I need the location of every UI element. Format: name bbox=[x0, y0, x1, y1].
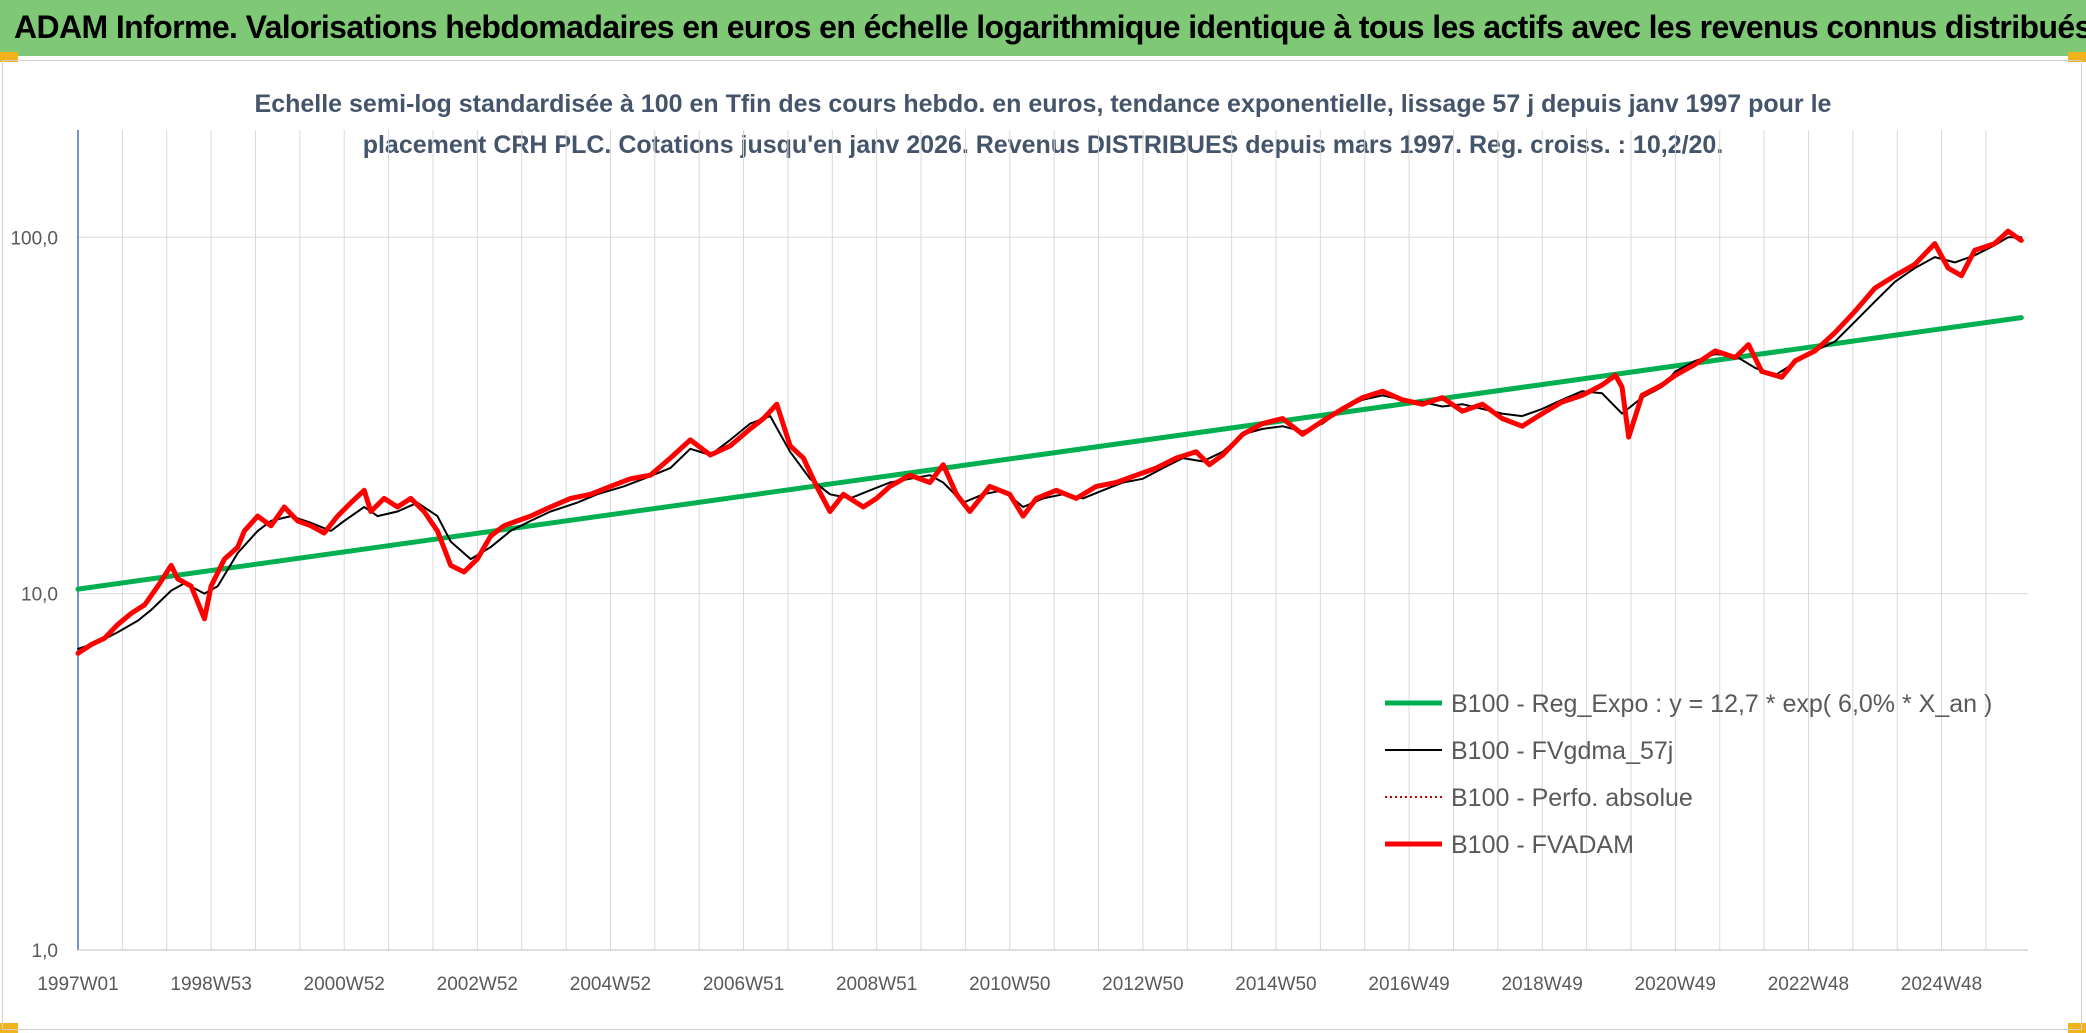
x-tick-label: 2012W50 bbox=[1102, 974, 1183, 995]
y-tick-label: 10,0 bbox=[21, 585, 58, 606]
series-line-3 bbox=[75, 228, 2024, 656]
legend-label: B100 - Reg_Expo : y = 12,7 * exp( 6,0% *… bbox=[1451, 690, 1992, 718]
x-tick-label: 2016W49 bbox=[1368, 974, 1449, 995]
x-tick-label: 2002W52 bbox=[437, 974, 518, 995]
gridlines bbox=[77, 130, 2028, 951]
x-tick-label: 1997W01 bbox=[37, 974, 118, 995]
x-tick-label: 2006W51 bbox=[703, 974, 784, 995]
axes: 1,0 10,0 100,0 1997W01 1998W53 2000W52 2002W52… bbox=[10, 130, 2028, 995]
y-tick-label: 1,0 bbox=[32, 941, 58, 962]
chart-frame bbox=[2, 60, 2082, 1030]
corner-marker bbox=[2068, 1023, 2086, 1033]
x-tick-label: 2022W48 bbox=[1768, 974, 1849, 995]
page-title: ADAM Informe. Valorisations hebdomadaire… bbox=[14, 9, 2086, 45]
chart-subtitle-line-1: Echelle semi-log standardisée à 100 en T… bbox=[255, 90, 1832, 118]
chart-subtitle-line-2: placement CRH PLC. Cotations jusqu'en ja… bbox=[363, 131, 1724, 159]
corner-marker bbox=[0, 1023, 18, 1033]
legend-label: B100 - FVADAM bbox=[1451, 831, 1634, 859]
x-tick-label: 2024W48 bbox=[1901, 974, 1982, 995]
x-tick-label: 2000W52 bbox=[304, 974, 385, 995]
header-banner: ADAM Informe. Valorisations hebdomadaire… bbox=[0, 0, 2086, 56]
legend-label: B100 - FVgdma_57j bbox=[1451, 737, 1673, 765]
x-tick-label: 2004W52 bbox=[570, 974, 651, 995]
x-tick-label: 2008W51 bbox=[836, 974, 917, 995]
legend-label: B100 - Perfo. absolue bbox=[1451, 784, 1693, 812]
x-tick-label: 2014W50 bbox=[1235, 974, 1316, 995]
corner-marker bbox=[0, 52, 18, 62]
series-line-1 bbox=[77, 236, 2023, 650]
series-layer bbox=[75, 228, 2024, 656]
x-tick-label: 2018W49 bbox=[1501, 974, 1582, 995]
y-tick-label: 100,0 bbox=[10, 228, 58, 249]
corner-marker bbox=[2068, 52, 2086, 62]
legend: B100 - Reg_Expo : y = 12,7 * exp( 6,0% *… bbox=[1385, 690, 1992, 859]
x-tick-label: 1998W53 bbox=[170, 974, 251, 995]
x-tick-label: 2020W49 bbox=[1635, 974, 1716, 995]
x-tick-label: 2010W50 bbox=[969, 974, 1050, 995]
